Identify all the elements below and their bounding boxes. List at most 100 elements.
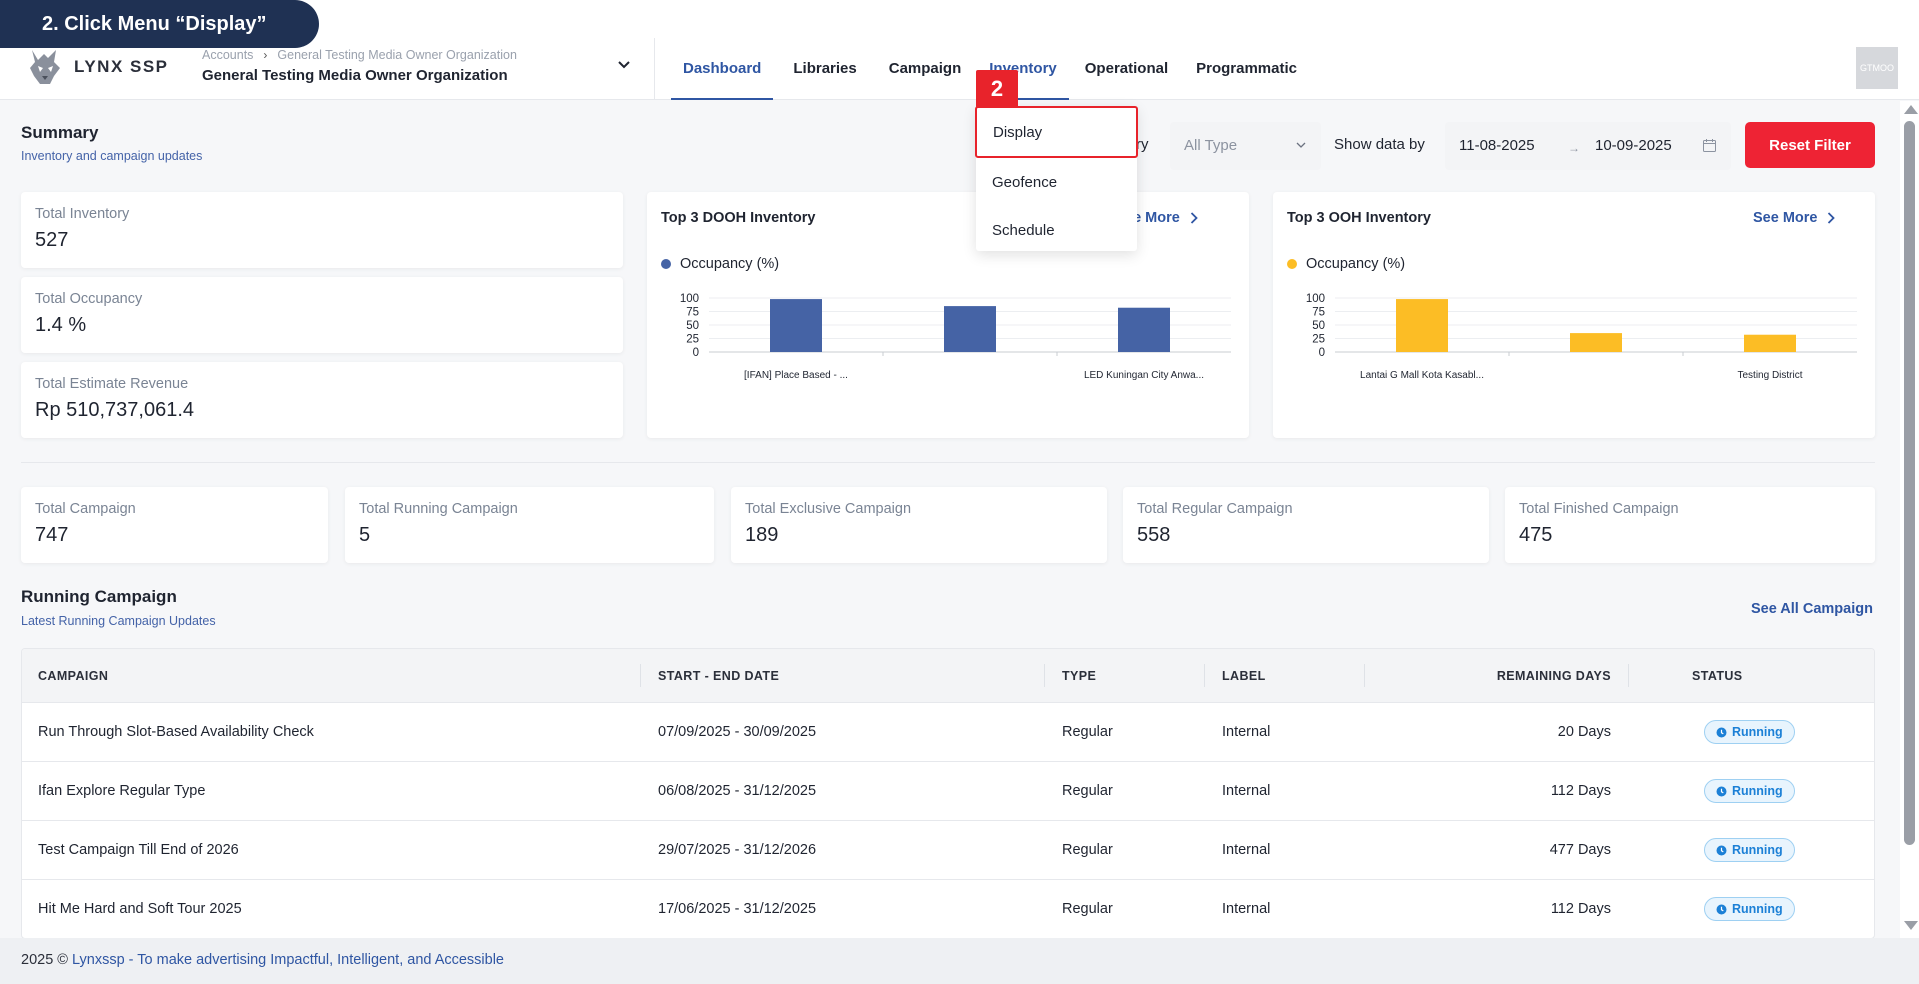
nav-dashboard[interactable]: Dashboard	[671, 38, 774, 100]
stat-value: 475	[1519, 524, 1553, 546]
y-tick-label: 25	[1312, 334, 1325, 346]
stat-value: 558	[1137, 524, 1171, 546]
col-type[interactable]: TYPE	[1062, 668, 1097, 683]
stat-value: 189	[745, 524, 779, 546]
cell-label: Internal	[1222, 783, 1271, 799]
cell-campaign[interactable]: Test Campaign Till End of 2026	[38, 842, 239, 858]
x-tick-label: LED Kuningan City Anwa...	[1084, 370, 1204, 381]
chevron-down-icon[interactable]	[616, 56, 632, 72]
breadcrumb-chevron-icon: ›	[263, 48, 268, 62]
y-tick-label: 0	[1319, 347, 1325, 359]
cell-type: Regular	[1062, 783, 1113, 799]
running-campaign-title: Running Campaign	[21, 587, 177, 606]
cell-type: Regular	[1062, 901, 1113, 917]
header-divider	[654, 38, 655, 100]
status-badge: Running	[1704, 838, 1795, 862]
footer-brand-link[interactable]: Lynxssp	[72, 952, 125, 968]
stat-label: Total Occupancy	[35, 291, 143, 307]
table-row[interactable]: Test Campaign Till End of 2026 29/07/2025…	[22, 820, 1874, 879]
page-scrollbar[interactable]	[1900, 101, 1919, 938]
col-campaign[interactable]: CAMPAIGN	[38, 668, 109, 683]
chevron-right-icon	[1190, 212, 1198, 224]
col-label[interactable]: LABEL	[1222, 668, 1266, 683]
date-start[interactable]: 11-08-2025	[1459, 137, 1535, 154]
dooh-chart-title: Top 3 DOOH Inventory	[661, 210, 816, 226]
dooh-see-more-link[interactable]: ee More	[1125, 210, 1198, 226]
cell-dates: 06/08/2025 - 31/12/2025	[658, 783, 817, 799]
see-more-label: ee More	[1125, 210, 1180, 226]
dooh-chart-card: Top 3 DOOH Inventory ee More Occupancy (…	[647, 192, 1249, 438]
dropdown-item-schedule[interactable]: Schedule	[992, 221, 1055, 239]
scroll-down-icon[interactable]	[1904, 921, 1918, 930]
scroll-up-icon[interactable]	[1904, 105, 1918, 114]
status-label: Running	[1732, 784, 1783, 798]
stat-label: Total Inventory	[35, 206, 130, 222]
dropdown-item-display[interactable]: Display	[975, 106, 1138, 158]
table-row[interactable]: Run Through Slot-Based Availability Chec…	[22, 702, 1874, 761]
bar	[1396, 299, 1448, 352]
avatar[interactable]: GTMOO	[1856, 47, 1898, 89]
legend-dot-icon	[1287, 259, 1297, 269]
stat-card-running-campaign: Total Running Campaign 5	[345, 487, 714, 563]
stat-card-total-inventory: Total Inventory 527	[21, 192, 623, 268]
bar	[1744, 334, 1796, 352]
stat-value: 5	[359, 524, 371, 546]
stat-value: 1.4 %	[35, 314, 87, 336]
stat-label: Total Estimate Revenue	[35, 376, 189, 392]
clock-icon	[1716, 727, 1727, 737]
step-badge: 2	[976, 70, 1018, 108]
cell-campaign[interactable]: Run Through Slot-Based Availability Chec…	[38, 724, 314, 740]
breadcrumb-root[interactable]: Accounts	[202, 48, 254, 62]
lynx-logo-icon	[30, 50, 60, 84]
stat-card-finished-campaign: Total Finished Campaign 475	[1505, 487, 1875, 563]
breadcrumb: Accounts › General Testing Media Owner O…	[202, 48, 517, 62]
column-divider	[1044, 664, 1045, 687]
brand-logo[interactable]: LYNX SSP	[26, 46, 169, 88]
category-filter-label: ry	[1136, 136, 1149, 153]
ooh-legend: Occupancy (%)	[1287, 256, 1405, 272]
dropdown-item-geofence[interactable]: Geofence	[992, 173, 1058, 191]
nav-campaign[interactable]: Campaign	[888, 60, 962, 77]
see-all-campaign-link[interactable]: See All Campaign	[1751, 601, 1873, 617]
summary-subtitle: Inventory and campaign updates	[21, 149, 203, 163]
breadcrumb-current: General Testing Media Owner Organization	[277, 48, 517, 62]
bar	[770, 299, 822, 352]
cell-remaining: 20 Days	[1557, 724, 1611, 740]
footer-copyright: 2025 ©	[21, 952, 72, 968]
column-divider	[1364, 664, 1365, 687]
col-remaining[interactable]: REMAINING DAYS	[1496, 668, 1611, 683]
type-select[interactable]: All Type	[1170, 122, 1321, 170]
y-tick-label: 25	[686, 334, 699, 346]
dooh-legend: Occupancy (%)	[661, 256, 779, 272]
clock-icon	[1716, 904, 1727, 914]
show-data-by-label: Show data by	[1334, 136, 1425, 153]
col-dates[interactable]: START - END DATE	[658, 668, 780, 683]
status-label: Running	[1732, 725, 1783, 739]
cell-dates: 17/06/2025 - 31/12/2025	[658, 901, 817, 917]
cell-dates: 07/09/2025 - 30/09/2025	[658, 724, 817, 740]
col-status[interactable]: STATUS	[1692, 668, 1743, 683]
table-row[interactable]: Ifan Explore Regular Type 06/08/2025 - 31…	[22, 761, 1874, 820]
table-row[interactable]: Hit Me Hard and Soft Tour 2025 17/06/2025…	[22, 879, 1874, 938]
scrollbar-thumb[interactable]	[1904, 121, 1915, 845]
ooh-see-more-link[interactable]: See More	[1753, 210, 1836, 226]
org-switcher[interactable]: Accounts › General Testing Media Owner O…	[202, 48, 517, 84]
status-badge: Running	[1704, 779, 1795, 803]
x-tick-label: [IFAN] Place Based - ...	[744, 370, 848, 381]
nav-libraries[interactable]: Libraries	[793, 60, 857, 77]
status-badge: Running	[1704, 720, 1795, 744]
stat-value: Rp 510,737,061.4	[35, 399, 195, 421]
brand-name: LYNX SSP	[74, 57, 169, 76]
date-range-picker[interactable]: 11-08-2025 → 10-09-2025	[1445, 122, 1731, 170]
cell-campaign[interactable]: Hit Me Hard and Soft Tour 2025	[38, 901, 242, 917]
inventory-dropdown: Display Geofence Schedule	[975, 106, 1138, 251]
cell-campaign[interactable]: Ifan Explore Regular Type	[38, 783, 206, 799]
footer: 2025 © Lynxssp - To make advertising Imp…	[0, 938, 1919, 984]
date-end[interactable]: 10-09-2025	[1595, 137, 1672, 154]
nav-operational[interactable]: Operational	[1084, 60, 1169, 77]
nav-programmatic[interactable]: Programmatic	[1196, 60, 1297, 77]
ooh-chart-card: Top 3 OOH Inventory See More Occupancy (…	[1273, 192, 1875, 438]
reset-filter-button[interactable]: Reset Filter	[1745, 122, 1875, 168]
status-badge: Running	[1704, 897, 1795, 921]
column-divider	[640, 664, 641, 687]
